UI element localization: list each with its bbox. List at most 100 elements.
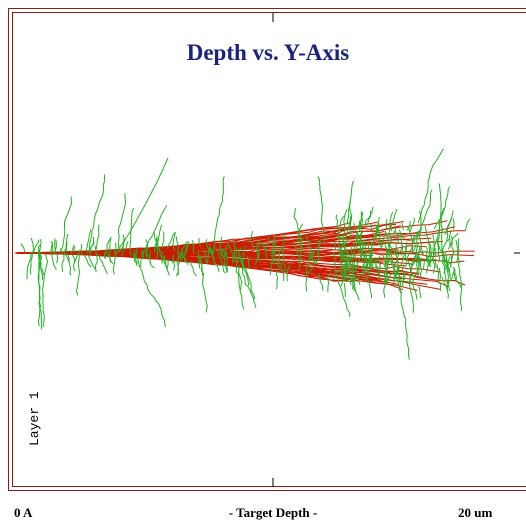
trajectory bbox=[394, 227, 398, 236]
trajectory bbox=[344, 272, 347, 283]
trajectory bbox=[357, 220, 361, 230]
trajectory bbox=[433, 208, 445, 230]
trajectory bbox=[203, 248, 207, 263]
trajectory bbox=[159, 248, 167, 268]
trajectory bbox=[341, 263, 350, 276]
trajectory bbox=[305, 234, 314, 261]
trajectory bbox=[464, 218, 471, 231]
trajectory bbox=[256, 242, 261, 262]
trajectory bbox=[432, 258, 437, 274]
trajectory bbox=[103, 252, 107, 260]
trajectory bbox=[264, 243, 268, 261]
trajectory bbox=[190, 260, 197, 277]
trajectory bbox=[270, 241, 276, 255]
trajectory bbox=[50, 240, 54, 254]
trajectory bbox=[366, 263, 371, 283]
trajectory bbox=[308, 250, 316, 263]
trajectory bbox=[235, 247, 245, 310]
trajectory bbox=[447, 267, 455, 287]
trajectory bbox=[440, 224, 449, 299]
trajectory bbox=[176, 236, 179, 255]
trajectory bbox=[115, 242, 117, 255]
trajectory bbox=[153, 232, 161, 251]
trajectory bbox=[359, 231, 364, 245]
trajectory bbox=[197, 250, 201, 269]
trajectory bbox=[166, 231, 177, 250]
trajectory bbox=[353, 273, 357, 292]
trajectory bbox=[239, 254, 256, 300]
trajectory bbox=[390, 230, 395, 240]
trajectory bbox=[112, 249, 116, 275]
trajectory bbox=[401, 271, 406, 284]
trajectory bbox=[238, 265, 243, 291]
trajectory bbox=[83, 253, 92, 268]
trajectory bbox=[388, 211, 394, 238]
trajectory bbox=[398, 229, 406, 240]
trajectory bbox=[106, 237, 112, 254]
trajectory bbox=[239, 256, 257, 309]
trajectory bbox=[385, 219, 388, 229]
trajectory bbox=[393, 268, 400, 287]
trajectory bbox=[385, 247, 388, 278]
trajectory bbox=[425, 247, 428, 263]
trajectory bbox=[37, 244, 41, 253]
trajectory bbox=[140, 252, 143, 268]
trajectory bbox=[269, 251, 274, 276]
trajectory bbox=[400, 241, 408, 266]
x-end-label: 20 um bbox=[458, 505, 492, 520]
trajectory bbox=[340, 270, 343, 276]
trajectory bbox=[370, 223, 373, 233]
trajectory bbox=[379, 230, 387, 248]
trajectory bbox=[300, 235, 304, 250]
trajectory bbox=[308, 254, 310, 267]
trajectory bbox=[309, 251, 315, 261]
trajectory bbox=[121, 234, 125, 256]
trajectory bbox=[175, 252, 182, 277]
trajectory bbox=[400, 235, 404, 256]
trajectory bbox=[206, 247, 210, 264]
trajectory bbox=[232, 253, 235, 264]
trajectory bbox=[353, 265, 361, 286]
trajectory bbox=[161, 231, 165, 249]
trajectory bbox=[298, 255, 301, 270]
trajectory bbox=[353, 241, 359, 264]
trajectory bbox=[443, 253, 451, 276]
trajectory bbox=[155, 236, 159, 251]
trajectory bbox=[316, 238, 322, 256]
trajectory bbox=[161, 250, 167, 267]
trajectory bbox=[375, 224, 381, 243]
trajectory bbox=[430, 247, 433, 257]
trajectory bbox=[14, 252, 355, 283]
trajectory bbox=[365, 206, 374, 226]
trajectory bbox=[327, 272, 331, 293]
trajectory bbox=[219, 236, 222, 257]
trajectory bbox=[305, 264, 309, 292]
trajectory bbox=[436, 263, 442, 291]
trajectory bbox=[450, 251, 454, 268]
x-start-label: 0 A bbox=[14, 505, 33, 520]
trajectory bbox=[343, 241, 347, 253]
trajectory bbox=[417, 148, 445, 224]
trajectory bbox=[450, 235, 455, 254]
trajectory bbox=[37, 252, 42, 266]
trajectory bbox=[94, 245, 97, 256]
trajectory bbox=[42, 253, 49, 328]
trajectory bbox=[441, 276, 449, 291]
trajectory bbox=[392, 244, 404, 269]
trajectory bbox=[445, 252, 450, 271]
trajectory bbox=[192, 240, 195, 254]
trajectory bbox=[73, 253, 79, 264]
trajectory bbox=[384, 242, 393, 266]
trajectory bbox=[306, 258, 316, 275]
trajectory bbox=[222, 249, 228, 272]
trajectory bbox=[56, 252, 59, 264]
trajectory bbox=[360, 249, 364, 261]
trajectory bbox=[393, 242, 397, 254]
trajectory bbox=[428, 248, 432, 268]
trajectory bbox=[317, 272, 324, 291]
trajectory bbox=[432, 234, 437, 256]
trajectory bbox=[198, 238, 202, 247]
trajectory bbox=[232, 239, 236, 262]
trajectory bbox=[398, 274, 401, 282]
trajectory bbox=[437, 242, 441, 257]
